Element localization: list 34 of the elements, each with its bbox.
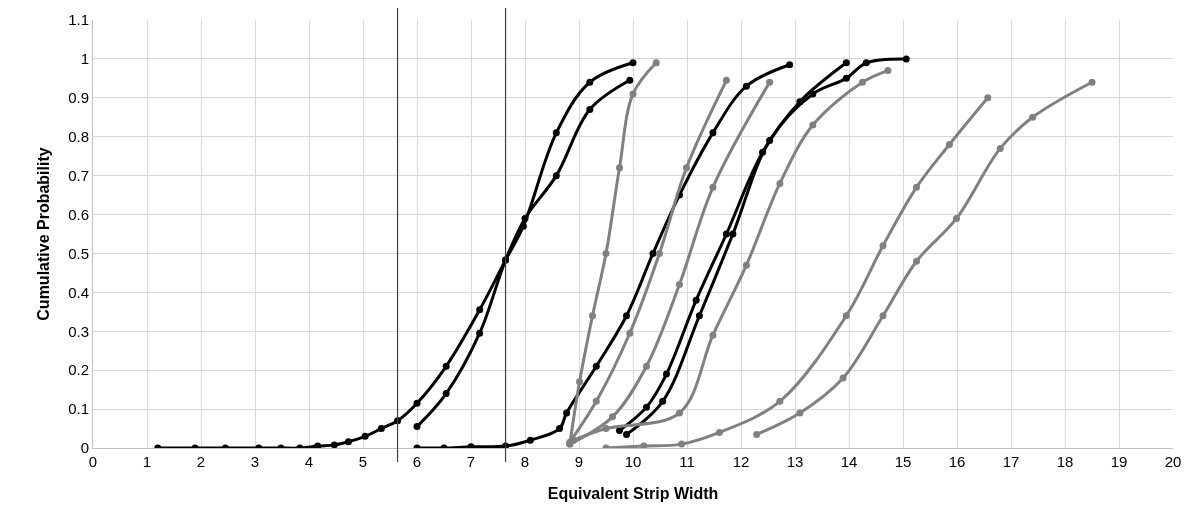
y-tick-label: 0.8 xyxy=(68,127,89,145)
y-tick-label: 0.7 xyxy=(68,166,89,184)
x-tick-label: 7 xyxy=(466,453,476,470)
y-tick-label: 0.9 xyxy=(68,89,89,107)
y-tick-label: 1.1 xyxy=(68,11,89,29)
y-tick-label: 0.6 xyxy=(68,205,89,223)
x-axis-title: Equivalent Strip Width xyxy=(547,484,719,502)
x-tick-label: 19 xyxy=(1110,453,1128,470)
y-tick-label: 0.3 xyxy=(68,322,89,340)
x-tick-label: 6 xyxy=(412,453,422,470)
x-tick-label: 11 xyxy=(679,453,695,470)
y-tick-label: 1 xyxy=(80,50,89,68)
x-tick-label: 9 xyxy=(574,453,584,470)
x-tick-label: 10 xyxy=(624,453,642,470)
y-tick-label: 0.4 xyxy=(68,283,89,301)
x-tick-label: 18 xyxy=(1056,453,1074,470)
x-tick-label: 4 xyxy=(304,453,314,470)
x-tick-label: 14 xyxy=(840,453,858,470)
x-tick-label: 8 xyxy=(520,453,530,470)
y-tick-label: 0.2 xyxy=(68,361,89,379)
x-tick-label: 12 xyxy=(732,453,750,470)
y-tick-label: 0 xyxy=(80,439,89,457)
y-axis-title: Cumulative Probability xyxy=(35,147,53,321)
x-tick-label: 16 xyxy=(948,453,966,470)
y-tick-label: 0.5 xyxy=(68,244,89,262)
y-tick-label: 0.1 xyxy=(68,400,89,418)
x-tick-label: 3 xyxy=(250,453,260,470)
x-tick-label: 20 xyxy=(1164,453,1182,470)
x-tick-label: 5 xyxy=(358,453,368,470)
x-tick-label: 1 xyxy=(142,453,152,470)
x-tick-label: 15 xyxy=(894,453,912,470)
x-tick-label: 13 xyxy=(786,453,804,470)
x-tick-label: 17 xyxy=(1002,453,1020,470)
x-tick-label: 2 xyxy=(196,453,206,470)
